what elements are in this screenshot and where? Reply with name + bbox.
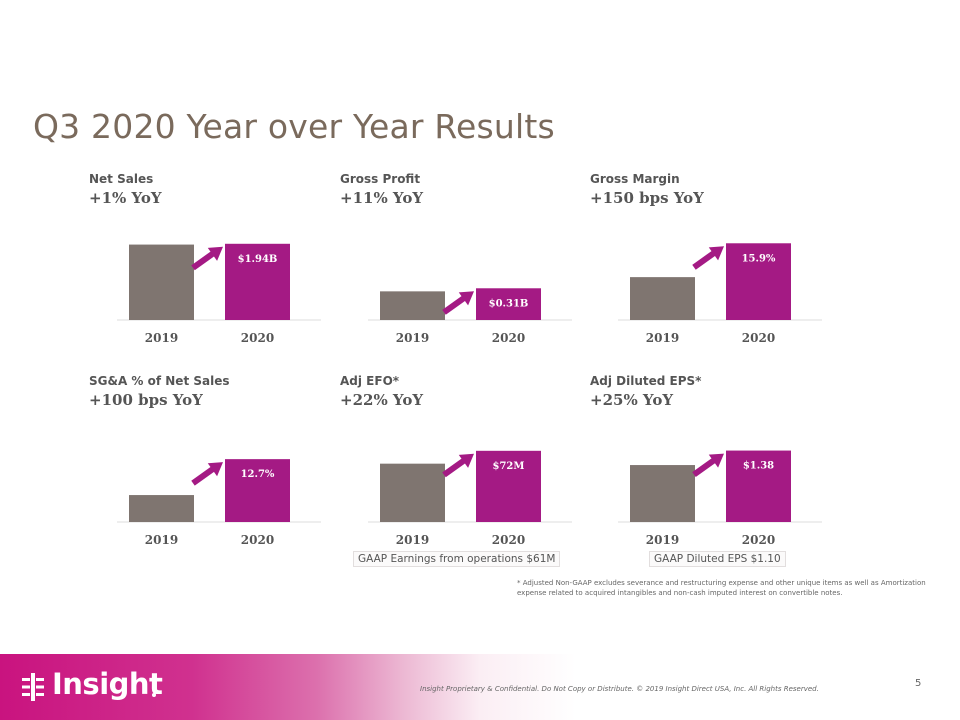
adj-eps-chart: 2019 2020 $1.38 [618,450,822,547]
panel-label: Net Sales [89,172,154,186]
panel-yoy: +11% YoY [340,189,424,207]
data-label-2020: $0.31B [489,298,529,309]
bar-2019 [630,277,695,320]
tick-label-2020: 2020 [742,331,775,345]
bar-2019 [380,463,445,522]
data-label-2020: $1.38 [743,461,774,472]
sga-panel: SG&A % of Net Sales +100 bps YoY 2019 202… [89,374,321,564]
tick-label-2020: 2020 [492,533,525,547]
gross-profit-chart: 2019 2020 $0.31B [368,288,572,345]
gaap-eps-note: GAAP Diluted EPS $1.10 [649,551,786,567]
adj-efo-panel: Adj EFO* +22% YoY 2019 2020 $72M [340,374,572,564]
footnote: * Adjusted Non-GAAP excludes severance a… [517,579,926,597]
growth-arrow-icon [442,453,474,478]
gross-margin-chart: 2019 2020 15.9% [618,243,822,345]
bar-2019 [129,495,194,522]
adj-eps-panel: Adj Diluted EPS* +25% YoY 2019 2020 $1.38 [590,374,822,564]
tick-label-2020: 2020 [241,533,274,547]
adj-efo-chart: 2019 2020 $72M [368,450,572,547]
tick-label-2020: 2020 [241,331,274,345]
panel-label: Gross Margin [590,172,680,186]
data-label-2020: $1.94B [238,254,278,265]
panel-yoy: +22% YoY [340,391,424,409]
page-title: Q3 2020 Year over Year Results [33,107,555,146]
logo-dot [152,693,156,697]
data-label-2020: $72M [493,461,525,472]
sga-chart: 2019 2020 12.7% [117,459,321,547]
footer-bar [0,654,960,720]
logo-wordmark: Insight [52,667,163,701]
tick-label-2019: 2019 [646,331,679,345]
growth-arrow-icon [442,291,474,315]
bar-2019 [380,291,445,320]
growth-arrow-icon [692,246,724,270]
growth-arrow-icon [191,246,223,271]
data-label-2020: 15.9% [742,253,776,264]
panel-label: SG&A % of Net Sales [89,374,230,388]
growth-arrow-icon [692,453,724,478]
tick-label-2019: 2019 [145,331,178,345]
net-sales-panel: Net Sales +1% YoY 2019 2020 $1.94B [89,172,321,362]
legal-notice: Insight Proprietary & Confidential. Do N… [420,685,819,693]
insight-logo-icon [22,673,44,701]
bar-2019 [630,465,695,522]
tick-label-2019: 2019 [396,331,429,345]
bar-2019 [129,244,194,320]
net-sales-chart: 2019 2020 $1.94B [117,243,321,345]
gross-profit-panel: Gross Profit +11% YoY 2019 2020 $0.31B [340,172,572,362]
growth-arrow-icon [191,462,223,486]
panel-yoy: +150 bps YoY [590,189,704,207]
tick-label-2020: 2020 [492,331,525,345]
page-number: 5 [915,678,922,689]
bar-2020 [225,459,290,522]
panel-label: Adj EFO* [340,374,400,388]
bar-2020 [225,243,290,320]
bar-2020 [476,450,541,522]
gaap-efo-note: GAAP Earnings from operations $61M [353,551,561,567]
bar-2020 [476,288,541,320]
tick-label-2020: 2020 [742,533,775,547]
bar-2020 [726,450,791,522]
panel-label: Adj Diluted EPS* [590,374,702,388]
panel-label: Gross Profit [340,172,421,186]
panel-yoy: +25% YoY [590,391,674,409]
data-label-2020: 12.7% [241,469,275,480]
tick-label-2019: 2019 [646,533,679,547]
bar-2020 [726,243,791,320]
panel-yoy: +1% YoY [89,189,162,207]
gross-margin-panel: Gross Margin +150 bps YoY 2019 2020 15.9% [590,172,822,362]
panel-yoy: +100 bps YoY [89,391,203,409]
tick-label-2019: 2019 [396,533,429,547]
tick-label-2019: 2019 [145,533,178,547]
